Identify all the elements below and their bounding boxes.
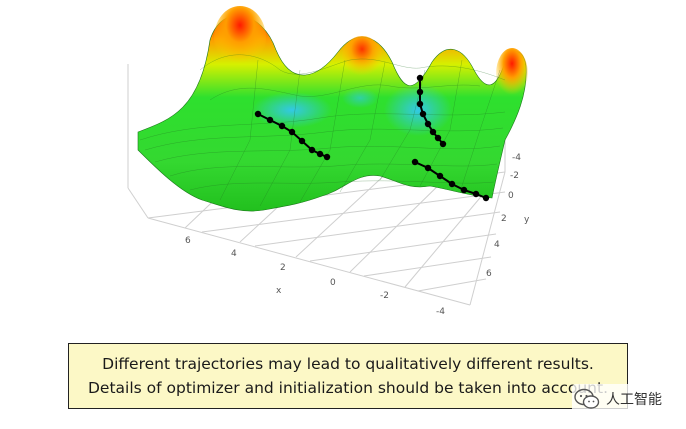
trajectory-point <box>482 194 490 202</box>
loss-surface <box>137 15 527 212</box>
trajectory-point <box>436 172 444 180</box>
y-tick: -2 <box>510 171 519 181</box>
trajectory-point <box>434 134 442 142</box>
trajectory-point <box>254 110 262 118</box>
caption-line-1: Different trajectories may lead to quali… <box>102 355 594 373</box>
y-axis-label: y <box>524 215 530 225</box>
peak-region <box>496 48 528 100</box>
peak-region <box>214 6 266 70</box>
x-tick: -2 <box>380 291 389 301</box>
trajectory-point <box>460 186 468 194</box>
y-axis-ticks: -4 -2 0 2 4 6 <box>486 153 521 279</box>
y-tick: 2 <box>501 214 507 224</box>
x-tick: 0 <box>330 278 336 288</box>
x-tick: 6 <box>185 236 191 246</box>
caption-box: Different trajectories may lead to quali… <box>68 343 628 409</box>
y-tick: 4 <box>494 240 500 250</box>
trajectory-point <box>416 88 424 96</box>
trajectory-point <box>298 137 306 145</box>
y-tick: 6 <box>486 269 492 279</box>
surface-mesh <box>139 54 506 207</box>
valley-region <box>384 84 452 136</box>
trajectory-point <box>323 153 331 161</box>
x-tick: 4 <box>231 249 237 259</box>
caption-line-2: Details of optimizer and initialization … <box>87 379 609 397</box>
x-tick: 2 <box>280 263 286 273</box>
trajectory-point <box>278 122 286 130</box>
trajectory-point <box>416 100 424 108</box>
trajectory-point <box>439 140 447 148</box>
trajectory-point <box>424 120 432 128</box>
trajectory-3 <box>411 158 490 202</box>
trajectory-point <box>429 128 437 136</box>
y-tick: 0 <box>508 191 514 201</box>
surface-plot: 6 4 2 0 -2 -4 x -4 -2 0 2 4 6 y <box>127 6 530 317</box>
wechat-icon <box>574 388 600 409</box>
watermark-text: 人工智能 <box>606 392 662 408</box>
trajectory-point <box>266 116 274 124</box>
x-axis-ticks: 6 4 2 0 -2 -4 <box>185 236 445 317</box>
trajectory-point <box>308 146 316 154</box>
trajectory-point <box>424 164 432 172</box>
x-tick: -4 <box>436 307 445 317</box>
trajectory-point <box>448 180 456 188</box>
trajectory-1 <box>254 110 331 161</box>
valley-region <box>342 88 378 108</box>
x-axis-label: x <box>276 286 282 296</box>
watermark: 人工智能 <box>572 384 668 414</box>
peak-region <box>342 36 382 80</box>
trajectory-point <box>411 158 419 166</box>
trajectory-2 <box>416 74 447 148</box>
trajectory-point <box>419 110 427 118</box>
trajectory-point <box>316 150 324 158</box>
valley-region <box>252 92 332 128</box>
trajectory-point <box>288 128 296 136</box>
y-tick: -4 <box>512 153 521 163</box>
trajectory-point <box>416 74 424 82</box>
trajectory-point <box>472 190 480 198</box>
